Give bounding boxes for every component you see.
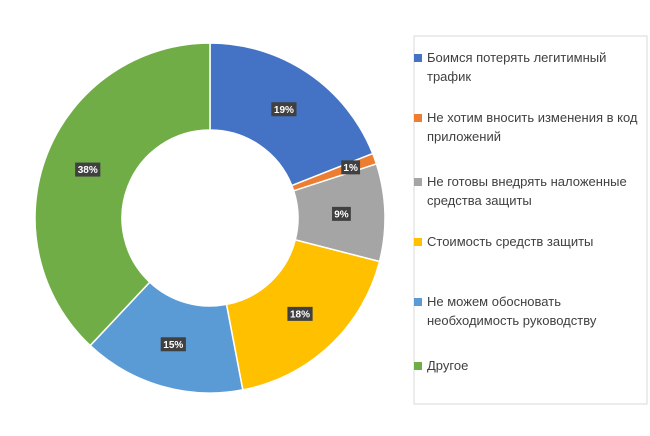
data-label-bg-5: [75, 162, 101, 177]
data-label-bg-0: [271, 102, 297, 117]
legend-label-0: Боимся потерять легитимный трафик: [427, 50, 607, 84]
data-label-5: 38%: [78, 165, 98, 176]
legend-label-3: Стоимость средств защиты: [427, 234, 594, 249]
legend-swatch-2: [414, 178, 422, 186]
legend-frame: [413, 35, 648, 405]
legend-swatch-3: [414, 238, 422, 246]
legend-swatch-4: [414, 298, 422, 306]
legend-item-1: Не хотим вносить изменения в код приложе…: [414, 108, 644, 146]
data-label-bg-2: [332, 206, 351, 221]
data-label-2: 9%: [334, 209, 349, 220]
legend-item-5: Другое: [414, 356, 644, 375]
data-label-4: 15%: [163, 340, 183, 351]
legend-label-5: Другое: [427, 358, 469, 373]
legend-item-0: Боимся потерять легитимный трафик: [414, 48, 644, 86]
data-label-bg-1: [341, 160, 361, 175]
legend-swatch-0: [414, 54, 422, 62]
legend-swatch-1: [414, 114, 422, 122]
data-label-bg-3: [287, 306, 313, 321]
data-label-0: 19%: [274, 105, 294, 116]
data-label-3: 18%: [290, 309, 310, 320]
data-label-1: 1%: [343, 163, 358, 174]
legend: Боимся потерять легитимный трафик Не хоти…: [414, 36, 650, 406]
slice-5: [34, 42, 211, 347]
legend-item-3: Стоимость средств защиты: [414, 232, 644, 251]
data-label-bg-4: [160, 337, 186, 352]
legend-label-2: Не готовы внедрять наложенные средства з…: [427, 174, 627, 208]
data-labels: 19% 1% 9% 18% 15% 38%: [75, 102, 361, 352]
legend-swatch-5: [414, 362, 422, 370]
legend-label-4: Не можем обосновать необходимость руково…: [427, 294, 597, 328]
legend-item-4: Не можем обосновать необходимость руково…: [414, 292, 644, 330]
legend-item-2: Не готовы внедрять наложенные средства з…: [414, 172, 644, 210]
legend-label-1: Не хотим вносить изменения в код приложе…: [427, 110, 638, 144]
